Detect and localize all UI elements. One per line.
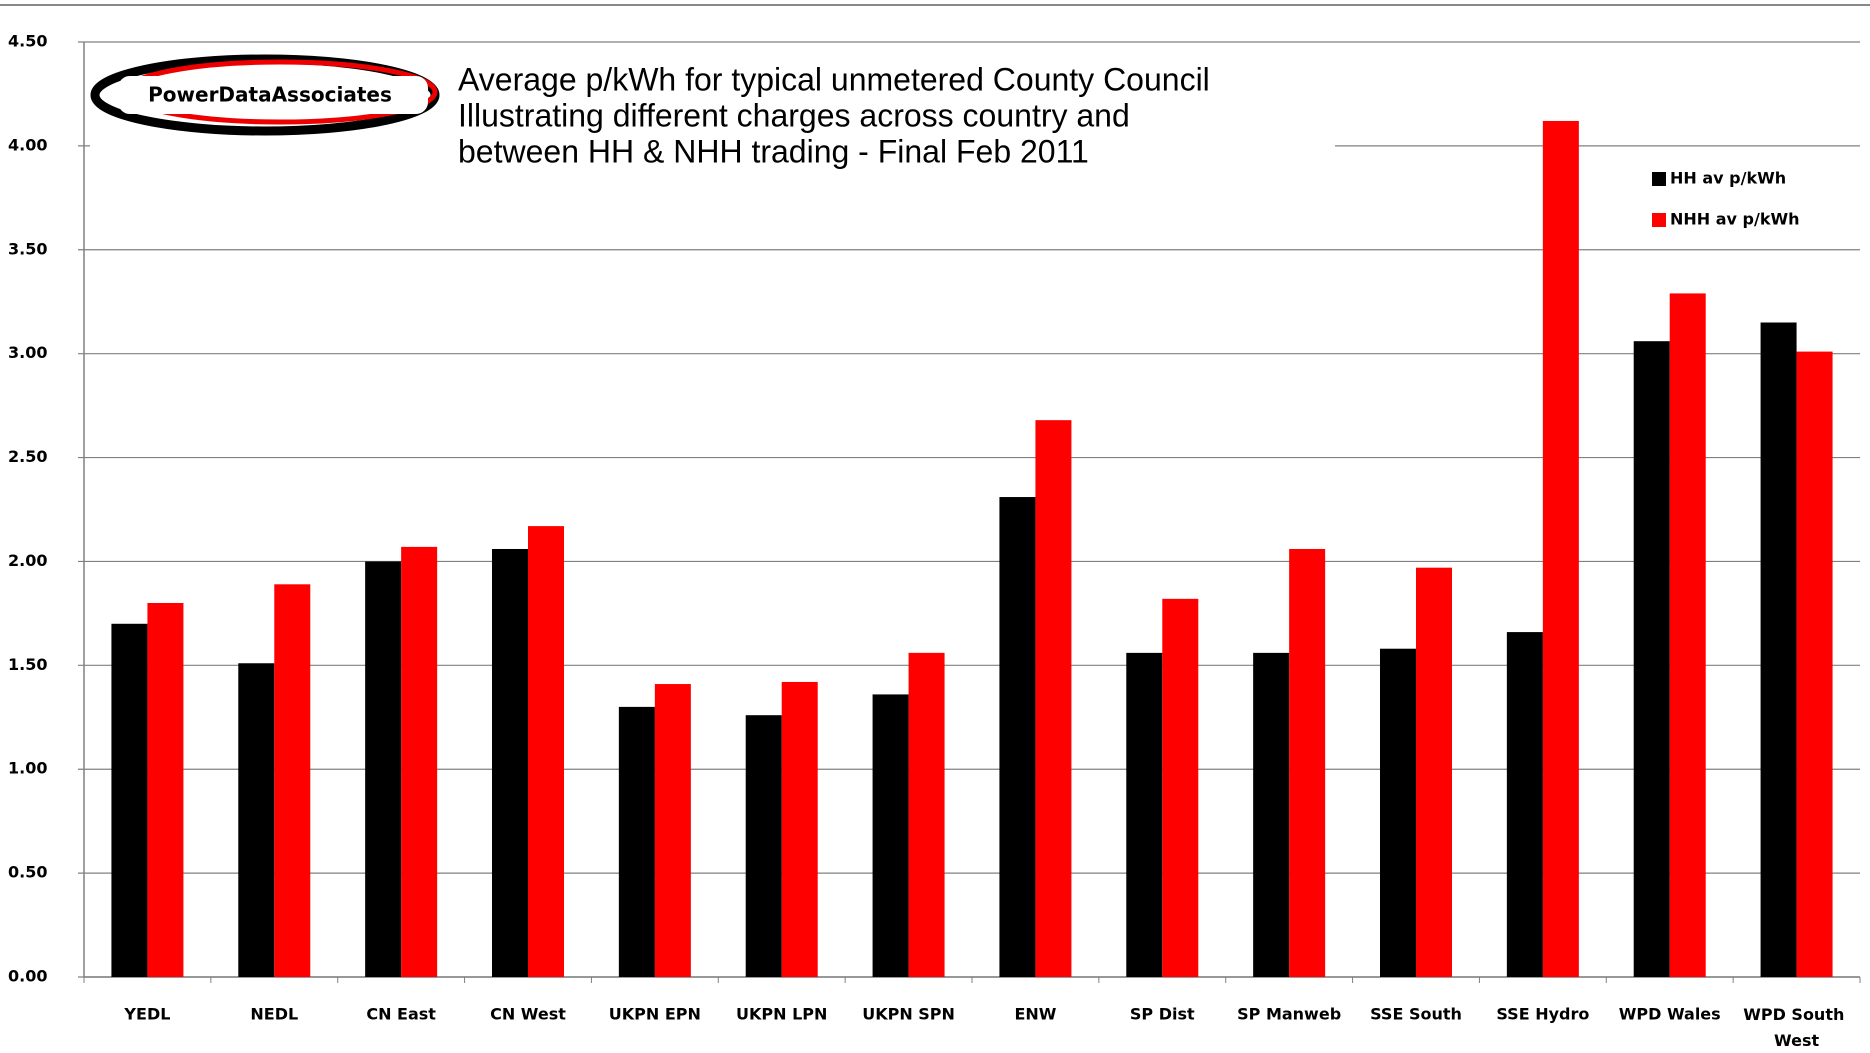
- bar: [654, 684, 691, 977]
- bar: [1633, 341, 1670, 977]
- bar: [1162, 598, 1199, 977]
- bar: [781, 681, 818, 977]
- y-tick-label: 3.50: [8, 239, 47, 258]
- legend-label: HH av p/kWh: [1670, 169, 1786, 188]
- bar: [274, 584, 311, 977]
- x-tick-label: NEDL: [250, 1005, 298, 1024]
- bar: [999, 497, 1036, 977]
- x-tick-label: UKPN SPN: [862, 1005, 955, 1024]
- bar: [238, 663, 275, 977]
- bar: [1126, 652, 1163, 977]
- bar: [872, 694, 909, 977]
- y-tick-label: 0.50: [8, 863, 47, 882]
- x-tick-label: SP Manweb: [1237, 1005, 1341, 1024]
- x-tick-label: YEDL: [123, 1005, 170, 1024]
- x-tick-label: CN West: [490, 1005, 566, 1024]
- bar: [1380, 648, 1416, 977]
- x-tick-label: WPD South West: [1743, 1005, 1850, 1050]
- x-tick-label: WPD Wales: [1619, 1005, 1721, 1024]
- x-tick-label: ENW: [1014, 1005, 1056, 1024]
- x-tick-label: CN East: [366, 1005, 436, 1024]
- bar: [1506, 632, 1543, 977]
- chart-title: Average p/kWh for typical unmetered Coun…: [458, 61, 1210, 97]
- x-tick-label: SSE Hydro: [1496, 1005, 1589, 1024]
- y-tick-label: 4.00: [8, 135, 47, 154]
- bar: [618, 706, 655, 977]
- x-tick-label: UKPN EPN: [609, 1005, 701, 1024]
- bar: [1760, 322, 1797, 977]
- bar: [1253, 652, 1290, 977]
- legend-swatch: [1652, 172, 1666, 186]
- legend-label: NHH av p/kWh: [1670, 210, 1800, 229]
- y-tick-label: 1.50: [8, 655, 47, 674]
- bar: [745, 715, 782, 977]
- bar: [111, 623, 148, 977]
- y-tick-label: 3.00: [8, 343, 47, 362]
- chart-title: Illustrating different charges across co…: [458, 97, 1130, 133]
- bar: [1542, 120, 1579, 977]
- bar: [492, 548, 528, 977]
- x-tick-label-line: West: [1774, 1031, 1819, 1050]
- bar: [1796, 351, 1833, 978]
- y-tick-label: 1.00: [8, 759, 47, 778]
- x-tick-label: SP Dist: [1130, 1005, 1195, 1024]
- logo-plate: [118, 76, 428, 114]
- x-tick-label: UKPN LPN: [736, 1005, 827, 1024]
- bar: [401, 546, 438, 977]
- bar: [1289, 548, 1326, 977]
- y-tick-label: 2.50: [8, 447, 47, 466]
- bar: [147, 603, 184, 977]
- y-tick-label: 2.00: [8, 551, 47, 570]
- x-tick-label-line: WPD South: [1743, 1005, 1850, 1024]
- bar: [528, 526, 564, 977]
- bar: [1035, 420, 1072, 978]
- legend-swatch: [1652, 213, 1666, 227]
- y-tick-label: 0.00: [8, 967, 47, 986]
- bar: [1416, 567, 1452, 977]
- x-tick-label: SSE South: [1370, 1005, 1462, 1024]
- logo: PowerDataAssociates: [148, 83, 392, 107]
- bar: [365, 561, 402, 977]
- y-tick-label: 4.50: [8, 32, 47, 51]
- bar: [908, 652, 945, 977]
- chart-title: between HH & NHH trading - Final Feb 201…: [458, 133, 1089, 169]
- bar: [1669, 293, 1706, 977]
